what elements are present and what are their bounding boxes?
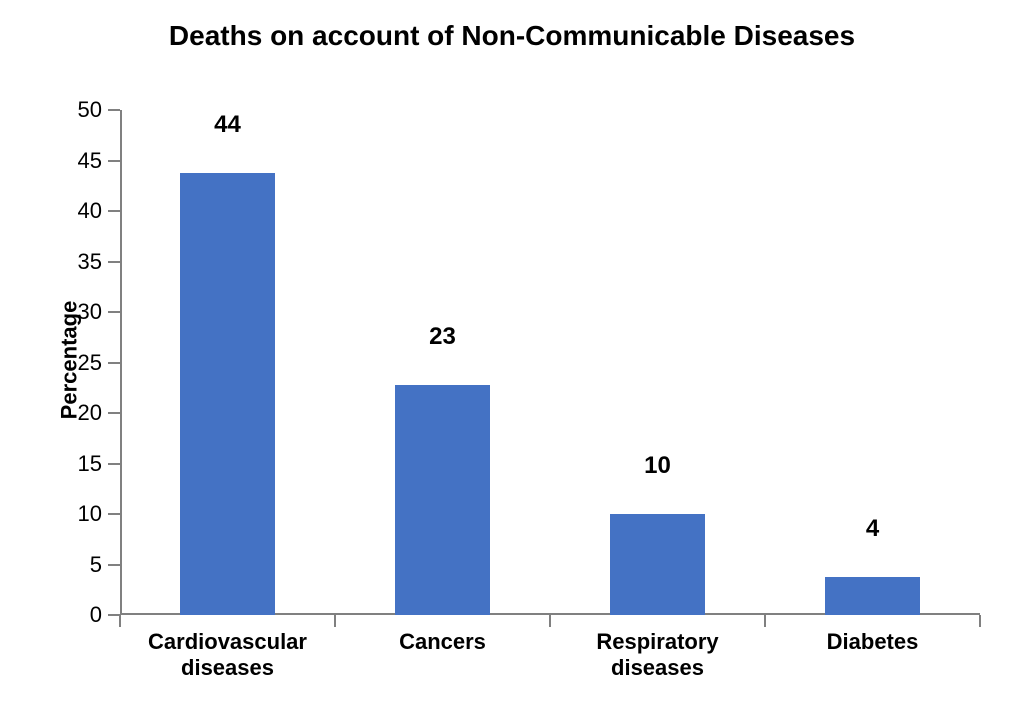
y-tick-label: 15 [78,451,102,477]
y-tick-label: 35 [78,249,102,275]
bar-value-label: 4 [866,515,879,543]
plot-area: 0510152025303540455044Cardiovasculardise… [120,110,980,615]
bar-value-label: 10 [644,452,671,480]
y-tick-label: 45 [78,148,102,174]
y-tick-label: 5 [90,552,102,578]
y-tick [108,564,120,566]
category-label: Diabetes [765,629,980,655]
x-tick [764,615,766,627]
y-tick [108,412,120,414]
y-tick-label: 0 [90,602,102,628]
x-tick [119,615,121,627]
x-tick [979,615,981,627]
category-label: Cancers [335,629,550,655]
x-tick [334,615,336,627]
y-tick-label: 30 [78,299,102,325]
bar-value-label: 23 [429,323,456,351]
bar-value-label: 44 [214,111,241,139]
y-tick [108,362,120,364]
y-axis-line [120,110,122,615]
y-tick-label: 50 [78,97,102,123]
y-tick [108,160,120,162]
bar [395,385,490,615]
category-label: Cardiovasculardiseases [120,629,335,682]
chart-title: Deaths on account of Non-Communicable Di… [0,18,1024,53]
x-tick [549,615,551,627]
bar [825,577,920,615]
y-tick [108,513,120,515]
y-tick [108,261,120,263]
y-tick [108,463,120,465]
y-tick [108,311,120,313]
y-tick-label: 20 [78,400,102,426]
chart-container: Deaths on account of Non-Communicable Di… [0,0,1024,719]
y-tick [108,210,120,212]
category-label: Respiratorydiseases [550,629,765,682]
bar [180,173,275,615]
y-tick-label: 40 [78,198,102,224]
y-tick [108,109,120,111]
bar [610,514,705,615]
y-tick-label: 10 [78,501,102,527]
y-tick-label: 25 [78,350,102,376]
